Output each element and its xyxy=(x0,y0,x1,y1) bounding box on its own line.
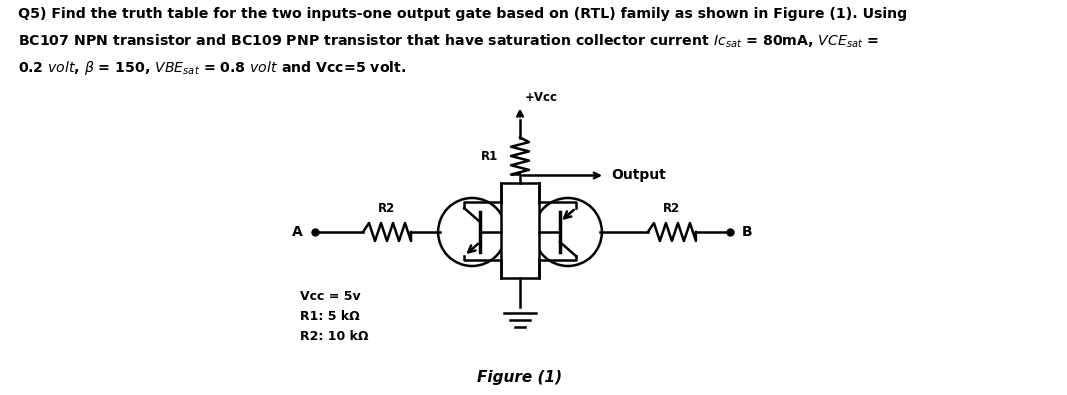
Text: BC107 NPN transistor and BC109 PNP transistor that have saturation collector cur: BC107 NPN transistor and BC109 PNP trans… xyxy=(18,33,879,51)
Text: Q5) Find the truth table for the two inputs-one output gate based on (RTL) famil: Q5) Find the truth table for the two inp… xyxy=(18,7,907,21)
Text: Vcc = 5v
R1: 5 kΩ
R2: 10 kΩ: Vcc = 5v R1: 5 kΩ R2: 10 kΩ xyxy=(300,290,368,343)
Text: +Vcc: +Vcc xyxy=(525,90,558,103)
Bar xyxy=(501,182,539,278)
Text: 0.2 $\mathit{volt}$, $\beta$ = 150, $\mathit{VBE}_{sat}$ = 0.8 $\mathit{volt}$ a: 0.2 $\mathit{volt}$, $\beta$ = 150, $\ma… xyxy=(18,59,407,77)
Text: A: A xyxy=(292,225,303,239)
Text: Figure (1): Figure (1) xyxy=(477,370,562,385)
Text: R1: R1 xyxy=(481,149,498,162)
Text: R2: R2 xyxy=(664,202,681,215)
Text: B: B xyxy=(742,225,752,239)
Text: R2: R2 xyxy=(379,202,396,215)
Text: Output: Output xyxy=(611,169,666,182)
